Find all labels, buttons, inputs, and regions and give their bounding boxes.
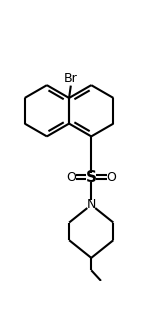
Text: Br: Br <box>64 72 78 85</box>
Text: O: O <box>107 171 117 184</box>
Text: S: S <box>86 170 97 185</box>
Text: O: O <box>66 171 76 184</box>
Text: N: N <box>87 199 96 211</box>
